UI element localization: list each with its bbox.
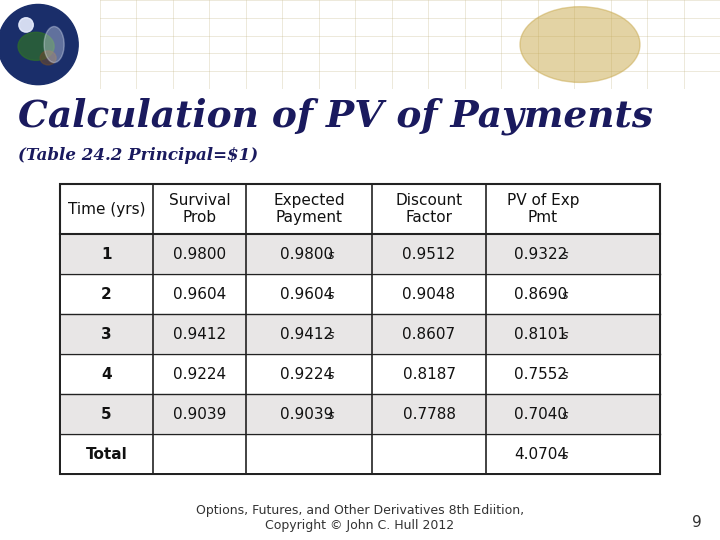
Bar (60, 354, 660, 393)
Text: 0.9800: 0.9800 (280, 247, 333, 261)
Text: PV of Exp
Pmt: PV of Exp Pmt (507, 193, 580, 225)
Text: 0.9224: 0.9224 (280, 367, 333, 382)
Ellipse shape (40, 51, 56, 65)
Text: s: s (562, 329, 569, 342)
Text: s: s (562, 449, 569, 462)
Text: s: s (328, 409, 335, 422)
Text: 0.9039: 0.9039 (280, 407, 333, 422)
Text: 0.7552: 0.7552 (514, 367, 567, 382)
Text: (Table 24.2 Principal=$1): (Table 24.2 Principal=$1) (18, 147, 258, 164)
Text: Calculation of PV of Payments: Calculation of PV of Payments (18, 97, 653, 134)
Text: 0.9224: 0.9224 (173, 367, 226, 382)
Text: Discount
Factor: Discount Factor (395, 193, 462, 225)
Text: s: s (328, 288, 335, 302)
Text: 0.8101: 0.8101 (514, 327, 567, 342)
Text: 0.8690: 0.8690 (514, 287, 567, 302)
Text: 1: 1 (102, 247, 112, 261)
Text: s: s (328, 248, 335, 261)
Text: 2: 2 (101, 287, 112, 302)
Bar (60, 314, 660, 353)
Text: Survival
Prob: Survival Prob (168, 193, 230, 225)
Text: 3: 3 (102, 327, 112, 342)
Text: 0.9412: 0.9412 (280, 327, 333, 342)
Text: s: s (562, 369, 569, 382)
Text: s: s (562, 409, 569, 422)
Text: s: s (562, 248, 569, 261)
Text: s: s (562, 288, 569, 302)
Text: 0.9322: 0.9322 (514, 247, 567, 261)
Text: 0.8607: 0.8607 (402, 327, 456, 342)
Text: 0.9412: 0.9412 (173, 327, 226, 342)
Text: 0.7788: 0.7788 (402, 407, 456, 422)
Text: 0.7040: 0.7040 (514, 407, 567, 422)
Text: Expected
Payment: Expected Payment (273, 193, 345, 225)
Text: 0.9048: 0.9048 (402, 287, 456, 302)
Text: 0.8187: 0.8187 (402, 367, 456, 382)
Circle shape (19, 18, 33, 32)
Text: 0.9604: 0.9604 (280, 287, 333, 302)
Bar (60, 234, 660, 273)
Ellipse shape (44, 26, 64, 63)
Text: 0.9039: 0.9039 (173, 407, 226, 422)
Ellipse shape (520, 6, 640, 83)
Text: Total: Total (86, 447, 127, 462)
Text: 0.9604: 0.9604 (173, 287, 226, 302)
Text: 4: 4 (102, 367, 112, 382)
Text: Time (yrs): Time (yrs) (68, 201, 145, 217)
Text: 9: 9 (692, 515, 702, 530)
Circle shape (0, 4, 78, 85)
Text: s: s (328, 369, 335, 382)
Text: 4.0704: 4.0704 (514, 447, 567, 462)
Ellipse shape (18, 32, 54, 60)
Bar (60, 394, 660, 433)
Bar (60, 274, 660, 313)
Text: s: s (328, 329, 335, 342)
Bar (60, 434, 660, 473)
Text: Options, Futures, and Other Derivatives 8th Ediition,
Copyright © John C. Hull 2: Options, Futures, and Other Derivatives … (196, 504, 524, 532)
Text: 5: 5 (102, 407, 112, 422)
Bar (60, 184, 660, 474)
Text: 0.9800: 0.9800 (173, 247, 226, 261)
Text: 0.9512: 0.9512 (402, 247, 456, 261)
